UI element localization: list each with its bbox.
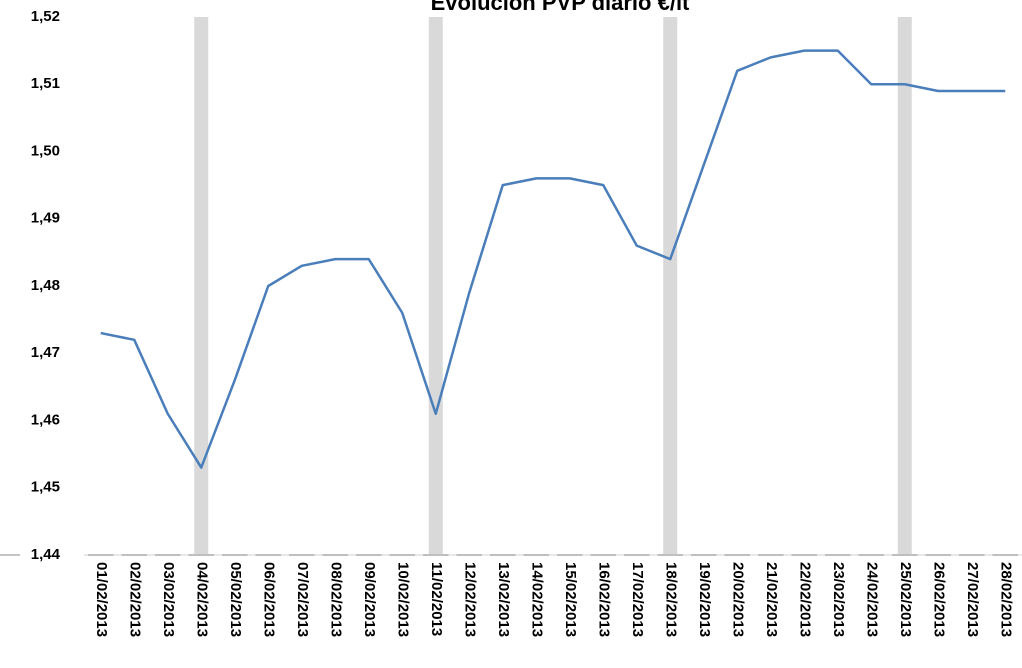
x-tick-label: 17/02/2013 bbox=[629, 562, 646, 637]
x-tick-label: 02/02/2013 bbox=[126, 562, 143, 637]
x-tick-label: 01/02/2013 bbox=[93, 562, 110, 637]
x-tick-label: 06/02/2013 bbox=[260, 562, 277, 637]
x-tick-label: 11/02/2013 bbox=[428, 562, 445, 636]
y-tick-label: 1,47 bbox=[31, 344, 60, 361]
highlight-band bbox=[897, 17, 912, 555]
x-tick-label: 08/02/2013 bbox=[327, 562, 344, 637]
line-series bbox=[100, 49, 1006, 469]
x-tick-label: 04/02/2013 bbox=[193, 562, 210, 637]
x-tick-label: 26/02/2013 bbox=[930, 562, 947, 637]
y-tick-label: 1,46 bbox=[31, 411, 60, 428]
y-tick-label: 1,45 bbox=[31, 479, 60, 496]
x-tick-label: 15/02/2013 bbox=[562, 562, 579, 637]
highlight-band bbox=[428, 17, 443, 555]
highlight-band bbox=[194, 17, 209, 555]
x-tick-label: 14/02/2013 bbox=[528, 562, 545, 637]
x-tick-label: 27/02/2013 bbox=[964, 562, 981, 637]
y-tick-label: 1,49 bbox=[31, 210, 60, 227]
highlight-band bbox=[663, 17, 678, 555]
x-tick-label: 23/02/2013 bbox=[830, 562, 847, 637]
x-tick-label: 09/02/2013 bbox=[361, 562, 378, 637]
x-tick-label: 25/02/2013 bbox=[897, 562, 914, 637]
x-tick-label: 19/02/2013 bbox=[696, 562, 713, 637]
x-tick-label: 24/02/2013 bbox=[863, 562, 880, 637]
chart-title: Evolución PVP diario €/lt bbox=[431, 0, 690, 15]
x-tick-label: 10/02/2013 bbox=[394, 562, 411, 637]
x-tick-label: 28/02/2013 bbox=[997, 562, 1014, 637]
y-tick-label: 1,52 bbox=[31, 8, 60, 25]
x-tick-label: 07/02/2013 bbox=[294, 562, 311, 637]
x-tick-label: 22/02/2013 bbox=[796, 562, 813, 637]
x-tick-label: 18/02/2013 bbox=[662, 562, 679, 637]
x-tick-label: 13/02/2013 bbox=[495, 562, 512, 637]
y-tick-label: 1,44 bbox=[31, 546, 61, 563]
x-tick-label: 21/02/2013 bbox=[763, 562, 780, 637]
y-tick-label: 1,51 bbox=[31, 75, 60, 92]
y-tick-label: 1,50 bbox=[31, 142, 60, 159]
x-tick-label: 20/02/2013 bbox=[729, 562, 746, 637]
x-tick-label: 12/02/2013 bbox=[461, 562, 478, 637]
x-tick-label: 03/02/2013 bbox=[160, 562, 177, 637]
x-tick-label: 05/02/2013 bbox=[227, 562, 244, 637]
x-tick-label: 16/02/2013 bbox=[595, 562, 612, 637]
y-tick-label: 1,48 bbox=[31, 277, 60, 294]
